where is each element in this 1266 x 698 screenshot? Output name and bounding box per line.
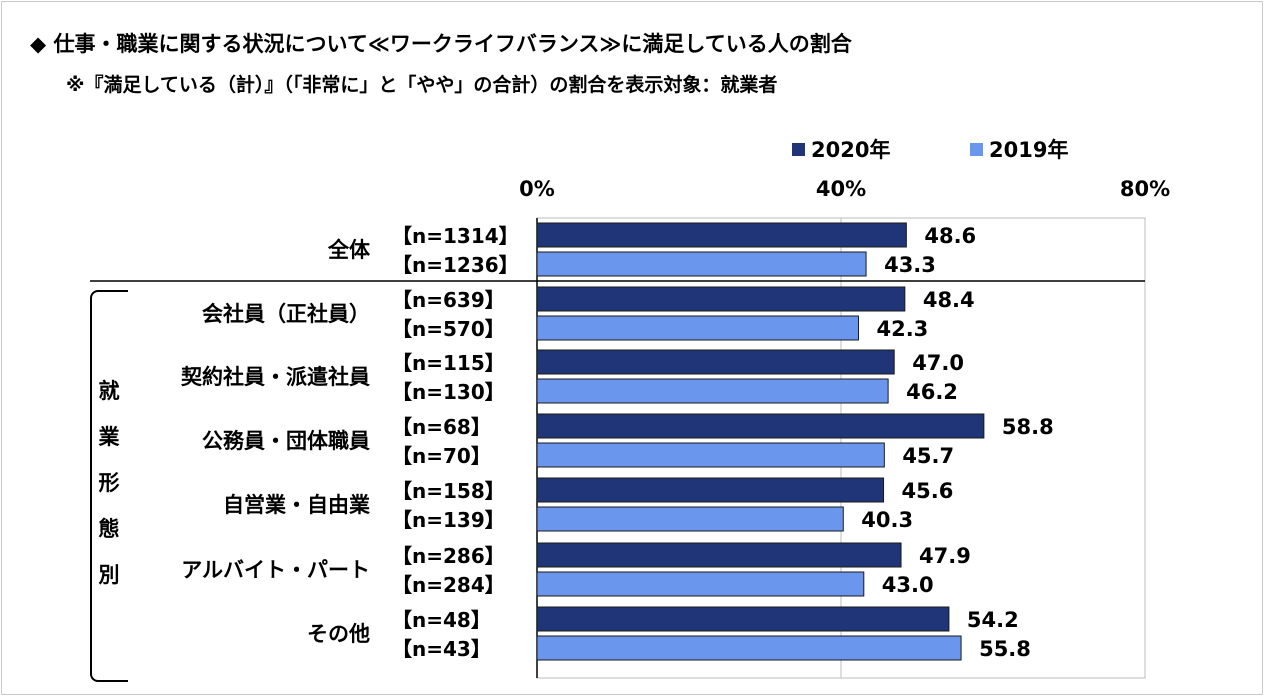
sample-size-label: 【n=158】 — [392, 479, 505, 503]
data-label: 47.0 — [912, 351, 964, 375]
bar — [536, 442, 885, 468]
tick-label: 80% — [1120, 177, 1170, 201]
bar — [536, 635, 962, 661]
legend-label-2020: 2020年 — [811, 138, 891, 162]
sample-size-label: 【n=284】 — [392, 573, 505, 597]
tick-label: 40% — [816, 177, 866, 201]
sample-size-label: 【n=1236】 — [392, 253, 519, 277]
data-label: 58.8 — [1002, 415, 1054, 439]
bar — [536, 477, 885, 503]
data-label: 42.3 — [876, 317, 928, 341]
sample-size-label: 【n=115】 — [392, 351, 505, 375]
bar — [536, 571, 865, 597]
legend-label-2019: 2019年 — [989, 138, 1069, 162]
data-label: 43.0 — [882, 573, 934, 597]
data-label: 54.2 — [967, 608, 1019, 632]
bar — [536, 222, 907, 248]
legend-item-2020: 2020年 — [792, 134, 890, 164]
data-label: 48.6 — [924, 224, 976, 248]
category-label: その他 — [307, 622, 370, 646]
data-label: 48.4 — [923, 288, 975, 312]
category-label: 公務員・団体職員 — [202, 429, 370, 453]
group-label-char: 就 — [98, 379, 120, 403]
legend-swatch-2020 — [792, 143, 805, 156]
bar — [536, 251, 867, 277]
data-label: 43.3 — [884, 253, 936, 277]
data-label: 45.7 — [902, 444, 954, 468]
group-label-char: 別 — [98, 563, 120, 587]
sample-size-label: 【n=43】 — [392, 637, 491, 661]
sample-size-label: 【n=1314】 — [392, 224, 519, 248]
group-label-char: 形 — [98, 471, 120, 495]
data-label: 55.8 — [979, 637, 1031, 661]
category-label: 契約社員・派遣社員 — [180, 365, 370, 389]
category-label: 全体 — [327, 238, 371, 262]
data-label: 45.6 — [902, 479, 954, 503]
bar — [536, 349, 895, 375]
group-bracket — [90, 290, 128, 682]
data-label: 47.9 — [919, 544, 971, 568]
sample-size-label: 【n=639】 — [392, 288, 505, 312]
sample-size-label: 【n=68】 — [392, 415, 491, 439]
bar — [536, 606, 950, 632]
bar — [536, 378, 889, 404]
category-label: 自営業・自由業 — [223, 493, 371, 517]
sample-size-label: 【n=48】 — [392, 608, 491, 632]
bar — [536, 315, 859, 341]
tick-label: 0% — [519, 177, 555, 201]
group-label-char: 態 — [98, 517, 120, 541]
data-label: 40.3 — [861, 508, 913, 532]
group-label: 就 業 形 態 別 — [90, 368, 128, 598]
bar — [536, 506, 844, 532]
sample-size-label: 【n=286】 — [392, 544, 505, 568]
group-label-char: 業 — [98, 425, 120, 449]
sample-size-label: 【n=570】 — [392, 317, 505, 341]
bar — [536, 413, 985, 439]
bar — [536, 286, 906, 312]
chart-title: ◆ 仕事・職業に関する状況について≪ワークライフバランス≫に満足している人の割合 — [30, 32, 852, 56]
category-label: アルバイト・パート — [181, 558, 370, 582]
sample-size-label: 【n=139】 — [392, 508, 505, 532]
bar — [536, 542, 902, 568]
category-label: 会社員（正社員） — [202, 302, 370, 326]
legend-item-2019: 2019年 — [970, 134, 1068, 164]
sample-size-label: 【n=70】 — [392, 444, 491, 468]
data-label: 46.2 — [906, 380, 958, 404]
chart-subtitle: ※『満足している（計）』（「非常に」と「やや」の合計）の割合を表示対象：就業者 — [66, 74, 778, 96]
sample-size-label: 【n=130】 — [392, 380, 505, 404]
legend-swatch-2019 — [970, 143, 983, 156]
